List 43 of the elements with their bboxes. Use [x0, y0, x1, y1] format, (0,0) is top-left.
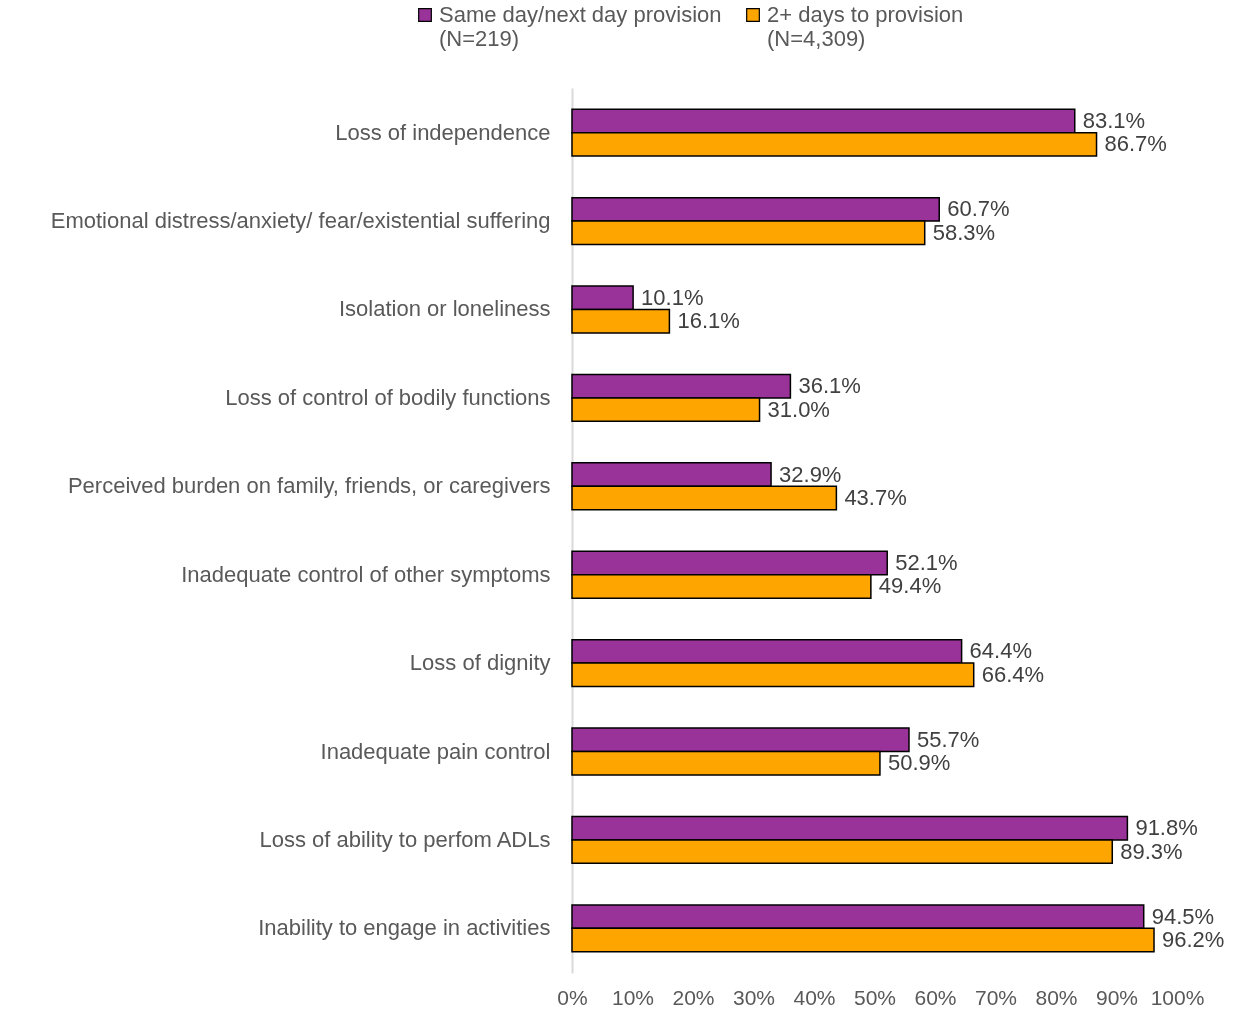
data-label: 49.4% [878, 573, 942, 599]
x-tick-label: 50% [853, 985, 897, 1009]
x-tick-label: 0% [557, 985, 588, 1009]
data-label: 10.1% [641, 284, 704, 310]
x-tick-label: 20% [672, 985, 715, 1009]
data-label: 16.1% [677, 308, 740, 334]
x-tick-label: 30% [732, 985, 776, 1009]
data-label: 58.3% [932, 219, 996, 245]
y-tick-label: Inability to engage in activities [258, 915, 551, 941]
x-tick-label: 10% [611, 985, 655, 1009]
data-label: 50.9% [887, 750, 951, 776]
y-tick-label: Loss of independence [335, 119, 551, 145]
y-tick-label: Perceived burden on family, friends, or caregivers [67, 473, 551, 499]
data-label: 89.3% [1120, 838, 1183, 864]
y-tick-label: Inadequate pain control [320, 738, 551, 764]
y-tick-label: Loss of dignity [409, 650, 551, 676]
x-tick-label: 80% [1035, 985, 1078, 1009]
y-tick-label: Inadequate control of other symptoms [181, 561, 551, 587]
x-tick-label: 40% [793, 985, 836, 1009]
data-label: 64.4% [969, 638, 1033, 664]
y-tick-label: Isolation or loneliness [338, 296, 551, 322]
x-tick-label: 100% [1150, 985, 1205, 1009]
x-tick-label: 60% [914, 985, 957, 1009]
data-label: 43.7% [844, 485, 907, 511]
data-label: 94.5% [1151, 903, 1215, 929]
legend-label: 2+ days to provision (N=4,309) [767, 2, 964, 51]
data-label: 36.1% [798, 373, 861, 399]
data-label: 52.1% [895, 549, 958, 575]
y-tick-label: Loss of ability to perfom ADLs [259, 826, 551, 852]
data-label: 83.1% [1082, 107, 1146, 133]
data-label: 86.7% [1104, 131, 1167, 157]
data-label: 55.7% [916, 726, 980, 752]
data-label: 32.9% [779, 461, 842, 487]
data-label: 96.2% [1162, 927, 1225, 953]
y-tick-label: Emotional distress/anxiety/ fear/existential suffering [50, 208, 551, 234]
data-label: 60.7% [947, 196, 1010, 222]
data-label: 31.0% [767, 396, 830, 422]
y-tick-label: Loss of control of bodily functions [225, 384, 551, 410]
legend-label: Same day/next day provision (N=219) [439, 2, 722, 51]
x-tick-label: 90% [1095, 985, 1139, 1009]
x-tick-label: 70% [974, 985, 1018, 1009]
data-label: 66.4% [981, 661, 1045, 687]
data-label: 91.8% [1135, 815, 1198, 841]
